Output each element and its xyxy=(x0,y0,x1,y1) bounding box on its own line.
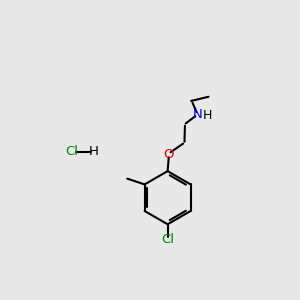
Text: N: N xyxy=(193,108,202,121)
Text: H: H xyxy=(203,110,212,122)
Text: O: O xyxy=(164,148,174,161)
Text: H: H xyxy=(89,145,99,158)
Text: Cl: Cl xyxy=(65,145,78,158)
Text: Cl: Cl xyxy=(161,233,174,246)
